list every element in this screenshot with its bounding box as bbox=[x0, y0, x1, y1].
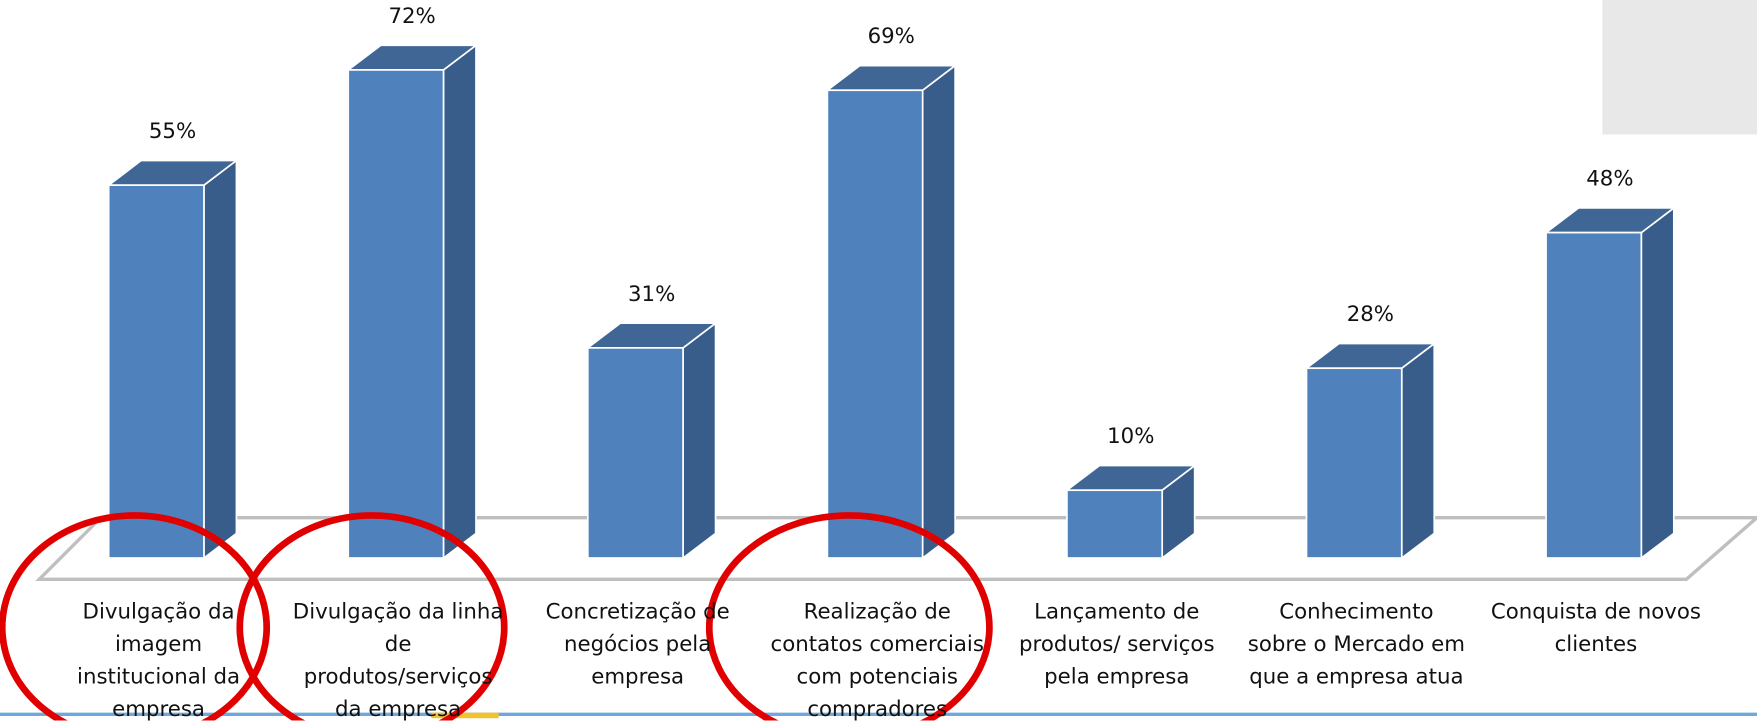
chart: 55%72%31%69%10%28%48% Divulgação da imag… bbox=[0, 0, 1757, 720]
x-tick-label: Lançamento de produtos/ serviços pela em… bbox=[1007, 596, 1227, 693]
x-tick-label: Concretização de negócios pela empresa bbox=[528, 596, 748, 693]
value-label: 48% bbox=[1586, 167, 1633, 192]
bar bbox=[1307, 368, 1402, 558]
bar bbox=[348, 70, 443, 558]
bar-side bbox=[923, 66, 955, 558]
value-label: 31% bbox=[628, 282, 675, 307]
bar-side bbox=[1641, 208, 1673, 558]
x-tick-label: Conhecimento sobre o Mercado em que a em… bbox=[1247, 596, 1467, 693]
x-tick-label: Divulgação da linha de produtos/serviços… bbox=[288, 596, 508, 726]
bar-side bbox=[683, 323, 715, 558]
x-tick-label: Realização de contatos comerciais com po… bbox=[767, 596, 987, 726]
x-tick-label: Divulgação da imagem institucional da em… bbox=[49, 596, 269, 726]
bar bbox=[827, 90, 922, 558]
bar bbox=[109, 185, 204, 558]
value-label: 28% bbox=[1347, 302, 1394, 327]
value-label: 10% bbox=[1107, 424, 1154, 449]
value-label: 69% bbox=[868, 24, 915, 49]
bar-side bbox=[1402, 344, 1434, 558]
bar bbox=[588, 348, 683, 558]
value-label: 55% bbox=[149, 119, 196, 144]
photo bbox=[1602, 0, 1757, 134]
bar-side bbox=[204, 161, 236, 558]
value-label: 72% bbox=[388, 4, 435, 29]
bar bbox=[1067, 490, 1162, 558]
bar-side bbox=[443, 45, 475, 558]
x-tick-label: Conquista de novos clientes bbox=[1486, 596, 1706, 661]
bar bbox=[1546, 233, 1641, 558]
